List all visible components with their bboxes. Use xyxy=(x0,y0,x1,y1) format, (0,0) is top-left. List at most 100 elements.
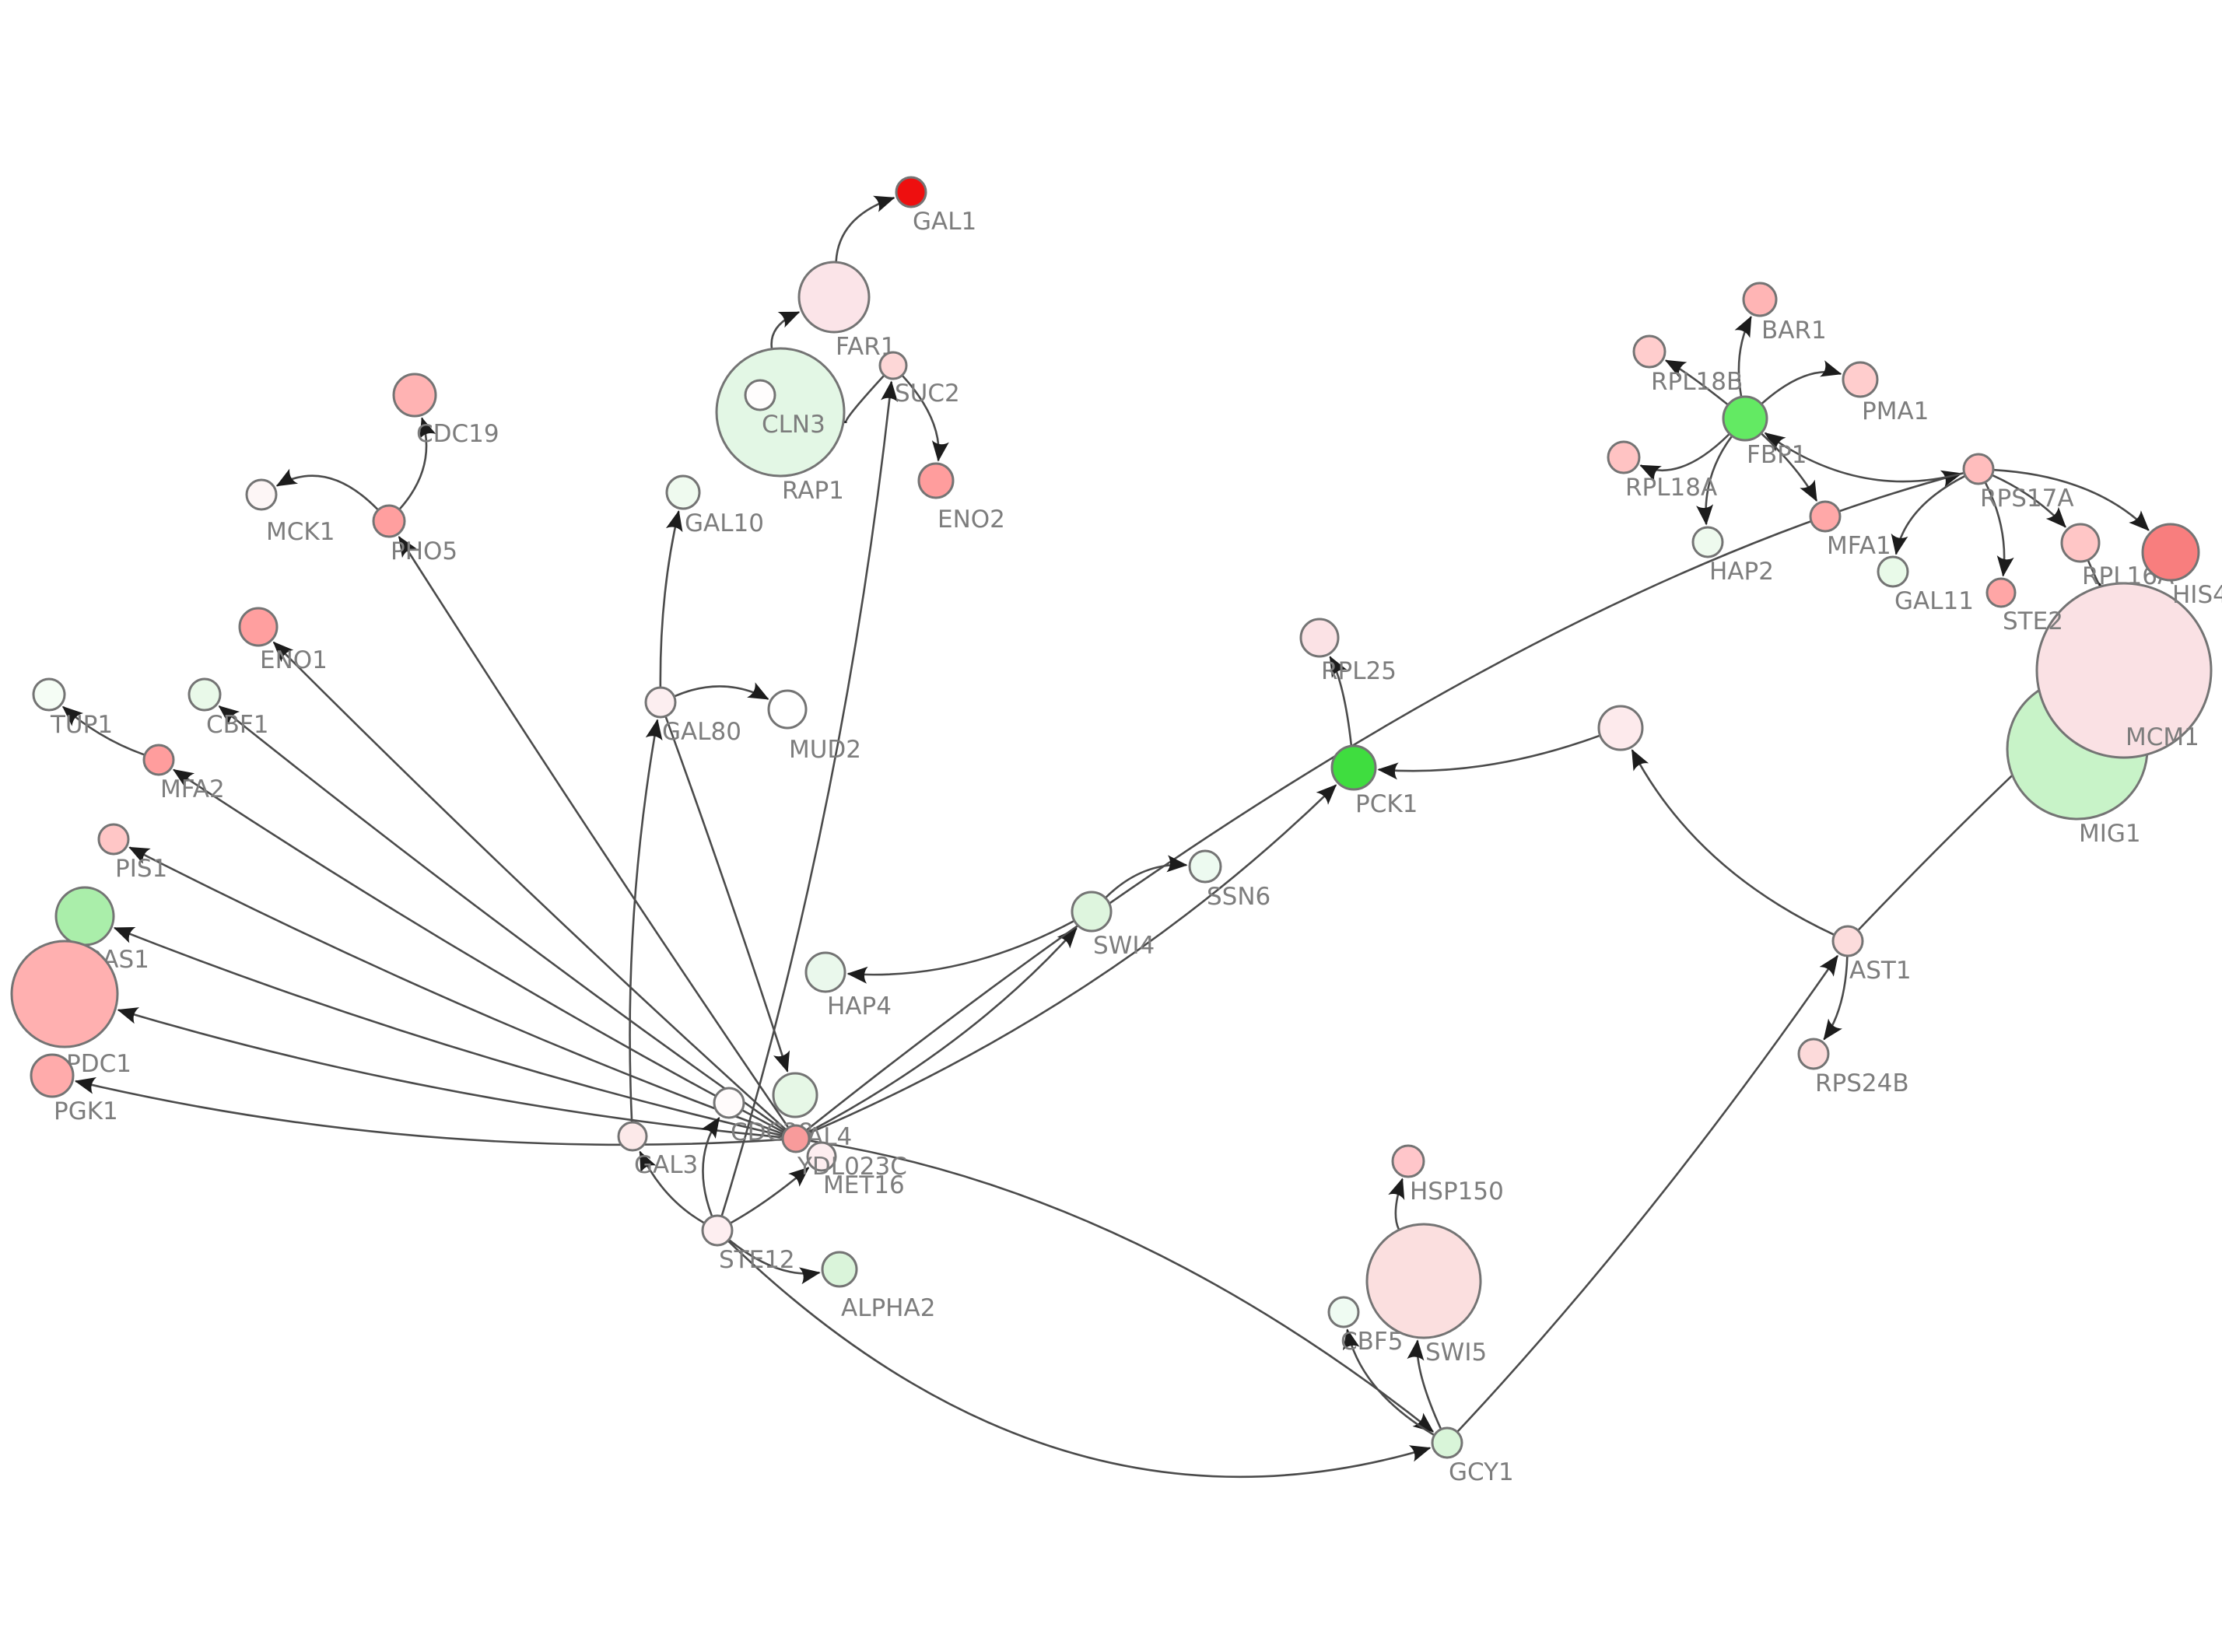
node-ste12[interactable] xyxy=(701,1214,734,1247)
edge-fbp1-hap2[interactable] xyxy=(1696,436,1733,526)
node-met16[interactable] xyxy=(806,1141,837,1172)
node-bar1[interactable] xyxy=(1742,282,1778,317)
node-cdc19[interactable] xyxy=(392,373,437,418)
node-hap2[interactable] xyxy=(1691,526,1724,558)
node-mfa1[interactable] xyxy=(1809,500,1842,533)
node-suc2[interactable] xyxy=(878,351,908,380)
node-gal3[interactable] xyxy=(617,1121,648,1152)
node-rpl18b[interactable] xyxy=(1632,334,1666,369)
node-pis1[interactable] xyxy=(97,823,130,856)
edge-mfa2-tup1[interactable] xyxy=(61,705,145,756)
node-ydl023c[interactable] xyxy=(781,1124,811,1153)
edge-rps17a-ste2[interactable] xyxy=(1984,482,2014,577)
edge-ast1-unnamed[interactable] xyxy=(1631,749,1835,936)
edge-fbp1-rpl18a[interactable] xyxy=(1639,433,1730,482)
node-pdc1[interactable] xyxy=(10,940,119,1048)
edge-ydl023c-swi4[interactable] xyxy=(808,927,1078,1133)
node-pck1[interactable] xyxy=(1330,744,1377,791)
node-mck1[interactable] xyxy=(245,478,278,511)
edge-rps17a-gal11[interactable] xyxy=(1891,475,1965,555)
edge-gcy1-ast1[interactable] xyxy=(1456,954,1838,1433)
node-pma1[interactable] xyxy=(1842,361,1879,398)
node-ast1[interactable] xyxy=(1831,925,1864,957)
edge-ste12-met16[interactable] xyxy=(730,1167,810,1224)
edge-suc2-rap1[interactable] xyxy=(825,375,885,428)
edge-ydl023c-pck1[interactable] xyxy=(808,784,1337,1135)
edge-ste12-suc2[interactable] xyxy=(720,380,899,1216)
node-far1[interactable] xyxy=(797,261,871,334)
edge-ydl023c-eno1[interactable] xyxy=(272,641,787,1130)
edge-fbp1-bar1[interactable] xyxy=(1734,316,1752,397)
edge-pck1-rpl25[interactable] xyxy=(1329,656,1353,746)
edge-rps17a-fbp1[interactable] xyxy=(1764,432,1964,483)
edge-ste12-gal3[interactable] xyxy=(639,1150,705,1224)
edge-swi4-ssn6[interactable] xyxy=(1105,855,1188,898)
edge-fbp1-pma1[interactable] xyxy=(1761,360,1842,404)
node-ssn6[interactable] xyxy=(1188,849,1222,884)
node-swi4[interactable] xyxy=(1071,891,1113,933)
node-hsp150[interactable] xyxy=(1391,1144,1425,1178)
edge-gal80-gal4[interactable] xyxy=(664,716,790,1073)
edge-ydl023c-cbf1[interactable] xyxy=(218,705,786,1132)
node-gal4[interactable] xyxy=(772,1072,818,1118)
edge-far1-gal1[interactable] xyxy=(835,195,895,262)
node-rps17a[interactable] xyxy=(1962,453,1995,485)
node-ras1[interactable] xyxy=(54,886,115,947)
edge-ste12-gcy1[interactable] xyxy=(727,1240,1432,1479)
edge-swi5-hsp150[interactable] xyxy=(1388,1178,1405,1230)
edge-ydl023c-ras1[interactable] xyxy=(113,926,783,1137)
node-pgk1[interactable] xyxy=(30,1053,75,1098)
node-rap1[interactable] xyxy=(715,347,846,478)
node-tup1[interactable] xyxy=(32,677,66,712)
node-rpl16a[interactable] xyxy=(2060,523,2101,563)
edge-ydl023c-mfa2[interactable] xyxy=(172,768,784,1133)
node-mcm1[interactable] xyxy=(2035,582,2213,759)
edge-rap1-far1[interactable] xyxy=(770,311,801,348)
edge-gcy1-swi5[interactable] xyxy=(1407,1339,1442,1430)
node-gal11[interactable] xyxy=(1877,555,1909,588)
edge-ydl023c-pdc1[interactable] xyxy=(117,1007,783,1139)
node-cbf5[interactable] xyxy=(1327,1296,1360,1328)
node-alpha2[interactable] xyxy=(821,1251,858,1288)
node-rpl25[interactable] xyxy=(1299,618,1340,658)
edge-fbp1-rpl18b[interactable] xyxy=(1664,359,1729,405)
node-eno2[interactable] xyxy=(917,462,955,499)
node-hap4[interactable] xyxy=(804,951,846,993)
node-gal80[interactable] xyxy=(644,686,677,719)
node-cln3[interactable] xyxy=(744,379,776,411)
edge-gal80-mud2[interactable] xyxy=(674,682,769,700)
edge-ast1-rps24b[interactable] xyxy=(1823,956,1849,1041)
edge-ydl023c-gcy1[interactable] xyxy=(809,1139,1435,1433)
node-rpl18a[interactable] xyxy=(1607,440,1641,474)
node-cbf1[interactable] xyxy=(188,677,222,712)
node-cdc28[interactable] xyxy=(713,1087,745,1119)
edge-ydl023c-pgk1[interactable] xyxy=(74,1077,783,1146)
node-swi5[interactable] xyxy=(1365,1223,1482,1339)
node-pho5[interactable] xyxy=(372,504,406,538)
node-gcy1[interactable] xyxy=(1431,1426,1463,1459)
node-his4[interactable] xyxy=(2141,523,2200,582)
node-ste2[interactable] xyxy=(1985,577,2017,608)
edge-ydl023c-rps17a[interactable] xyxy=(806,470,1963,1131)
edge-unnamed-pck1[interactable] xyxy=(1377,734,1600,780)
edge-gcy1-cbf5[interactable] xyxy=(1342,1328,1435,1436)
edge-rps17a-rpl16a[interactable] xyxy=(1992,474,2066,528)
node-rps24b[interactable] xyxy=(1797,1038,1830,1070)
edge-fbp1-mfa1[interactable] xyxy=(1761,432,1818,502)
node-mfa2[interactable] xyxy=(142,744,175,776)
edge-ydl023c-pis1[interactable] xyxy=(128,846,783,1136)
edge-gal80-gal10[interactable] xyxy=(659,509,683,688)
node-gal10[interactable] xyxy=(665,474,701,510)
edge-rps17a-his4[interactable] xyxy=(1993,468,2150,531)
edge-pho5-mck1[interactable] xyxy=(275,468,379,510)
edge-swi4-hap4[interactable] xyxy=(846,920,1074,984)
edge-ste12-alpha2[interactable] xyxy=(728,1239,821,1285)
node-eno1[interactable] xyxy=(238,607,279,647)
node-gal1[interactable] xyxy=(895,176,927,208)
node-mud2[interactable] xyxy=(767,689,808,730)
edge-ste12-cdc28[interactable] xyxy=(701,1116,720,1216)
edge-suc2-eno2[interactable] xyxy=(902,375,949,462)
edge-gal3-gal80[interactable] xyxy=(629,719,663,1122)
node-unnamed[interactable] xyxy=(1597,705,1644,751)
